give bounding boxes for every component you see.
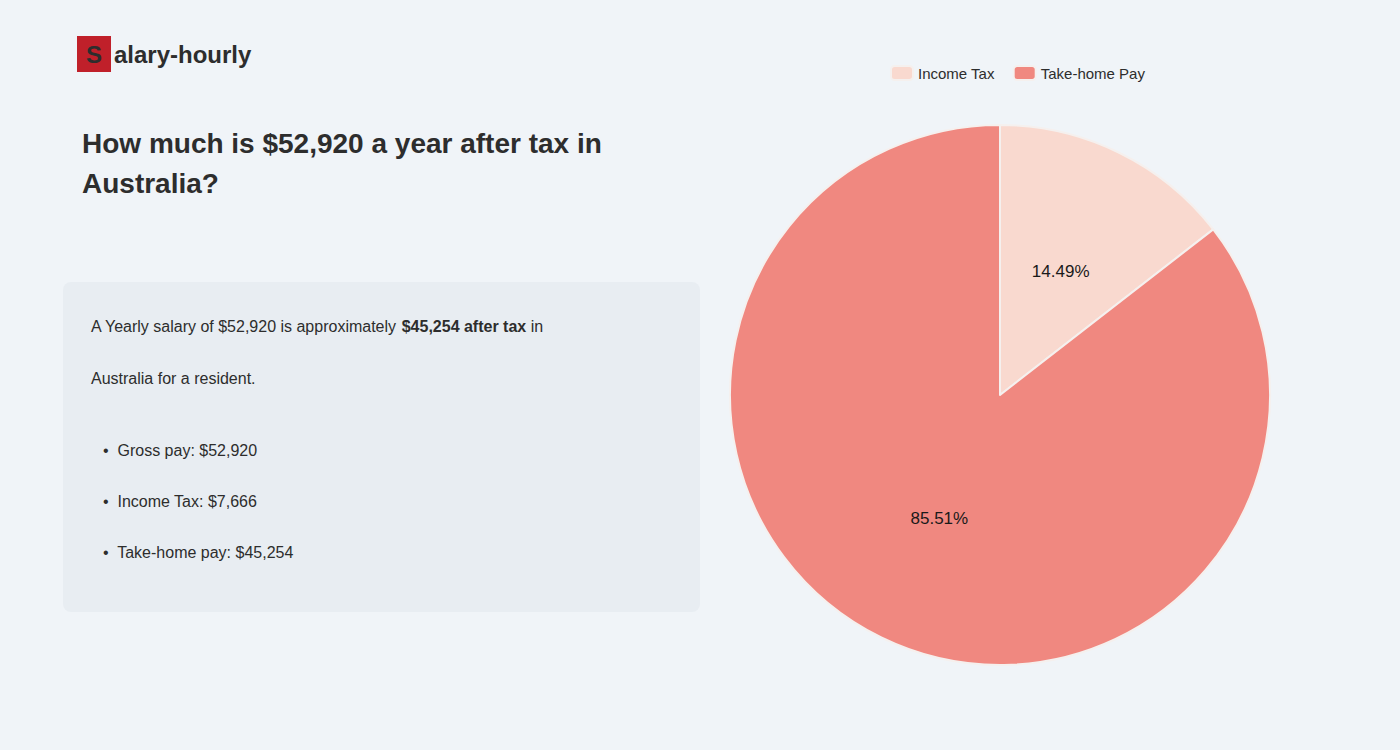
svg-text:S: S	[86, 41, 102, 68]
svg-text:How much is $52,920 a year aft: How much is $52,920 a year after tax in	[82, 128, 610, 159]
svg-text:alary-hourly: alary-hourly	[114, 41, 252, 68]
svg-text:• Gross pay: $52,920: • Gross pay: $52,920	[103, 442, 257, 459]
svg-text:$45,254 after tax: $45,254 after tax	[402, 318, 527, 335]
svg-text:Australia?: Australia?	[82, 168, 219, 199]
svg-text:A Yearly salary of $52,920 is: A Yearly salary of $52,920 is approximat…	[91, 318, 401, 335]
svg-text:• Take-home pay: $45,254: • Take-home pay: $45,254	[103, 544, 293, 561]
svg-text:• Income Tax: $7,666: • Income Tax: $7,666	[103, 493, 257, 510]
svg-text:14.49%: 14.49%	[1032, 262, 1090, 281]
svg-text:Australia for a resident.: Australia for a resident.	[91, 370, 256, 387]
svg-text:in: in	[526, 318, 543, 335]
svg-text:Take-home Pay: Take-home Pay	[1041, 65, 1146, 82]
svg-text:85.51%: 85.51%	[910, 509, 968, 528]
svg-text:Income Tax: Income Tax	[918, 65, 995, 82]
